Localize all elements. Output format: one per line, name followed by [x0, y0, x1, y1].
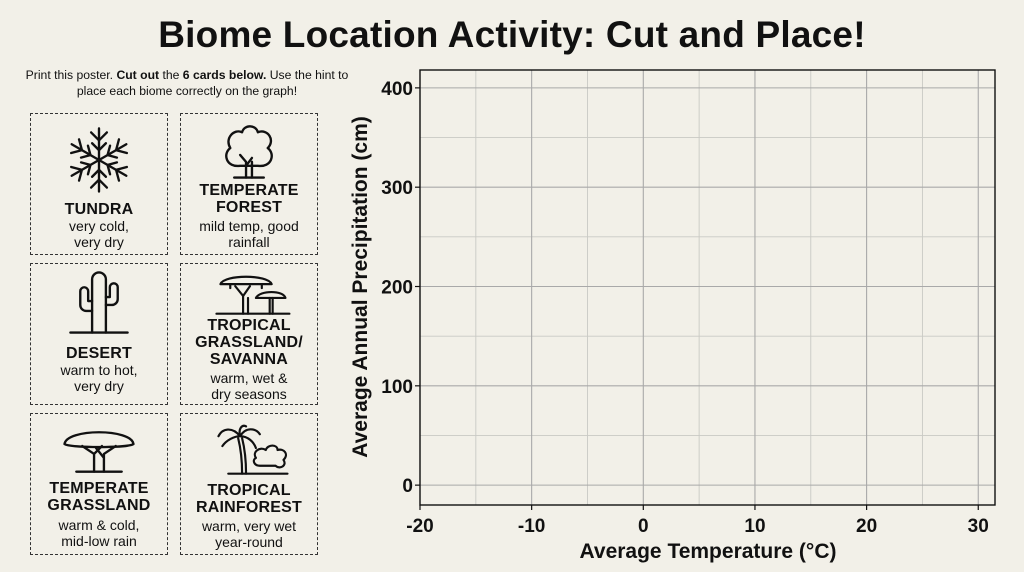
y-tick-label: 200	[381, 278, 413, 299]
card-hint: very cold, very dry	[69, 218, 129, 250]
x-tick-label: 10	[744, 516, 765, 537]
instructions-text: Print this poster. Cut out the 6 cards b…	[22, 67, 352, 99]
y-tick-label: 100	[381, 377, 413, 398]
x-tick-label: 30	[968, 516, 989, 537]
card-hint: warm & cold, mid-low rain	[58, 517, 140, 549]
card-name: TEMPERATE GRASSLAND	[47, 480, 151, 514]
y-tick-labels: 0 100 200 300 400	[381, 79, 420, 497]
x-tick-label: 20	[856, 516, 877, 537]
x-tick-label: -20	[406, 516, 433, 537]
snowflake-icon	[66, 127, 132, 193]
cactus-icon	[69, 271, 129, 334]
card-hint: warm, wet & dry seasons	[210, 370, 288, 402]
instructions-bold-1: Cut out	[116, 68, 160, 82]
card-tropical-rainforest[interactable]: TROPICAL RAINFOREST warm, very wet year-…	[180, 413, 318, 555]
card-temperate-grassland[interactable]: TEMPERATE GRASSLAND warm & cold, mid-low…	[30, 413, 168, 555]
card-hint: mild temp, good rainfall	[199, 218, 299, 250]
x-tick-labels: -20 -10 0 10 20 30	[406, 505, 989, 537]
minor-grid	[420, 70, 995, 505]
card-hint: warm, very wet year-round	[201, 518, 297, 550]
instructions-part-3: Use the hint to place each biome correct…	[76, 68, 349, 98]
instructions-part-1: Print this poster.	[25, 68, 117, 82]
page-title: Biome Location Activity: Cut and Place!	[158, 14, 866, 55]
x-axis-label: Average Temperature (°C)	[580, 540, 837, 563]
instructions-bold-2: 6 cards below.	[182, 68, 267, 82]
card-tundra[interactable]: TUNDRA very cold, very dry	[30, 113, 168, 255]
card-temperate-forest[interactable]: TEMPERATE FOREST mild temp, good rainfal…	[180, 113, 318, 255]
card-name: TROPICAL GRASSLAND/ SAVANNA	[195, 317, 303, 368]
card-name: DESERT	[65, 345, 133, 362]
card-tropical-grassland-savanna[interactable]: TROPICAL GRASSLAND/ SAVANNA warm, wet & …	[180, 263, 318, 405]
card-desert[interactable]: DESERT warm to hot, very dry	[30, 263, 168, 405]
card-hint: warm to hot, very dry	[60, 362, 138, 394]
card-name: TEMPERATE FOREST	[199, 182, 299, 216]
y-tick-label: 400	[381, 79, 413, 100]
major-grid	[419, 70, 995, 505]
y-tick-label: 300	[381, 178, 413, 199]
instructions-part-2: the	[159, 68, 183, 82]
palm-tree-icon	[217, 424, 289, 475]
card-name: TUNDRA	[64, 201, 134, 218]
plot-frame	[419, 69, 996, 506]
acacia-trees-icon	[215, 275, 291, 315]
y-axis-label: Average Annual Precipitation (cm)	[349, 116, 372, 458]
x-tick-label: -10	[518, 516, 545, 537]
x-tick-label: 0	[638, 516, 649, 537]
climate-graph[interactable]: -20 -10 0 10 20 30 0 100 200 300 400 Average Temp…	[340, 60, 1020, 572]
card-name: TROPICAL RAINFOREST	[196, 482, 302, 516]
y-tick-label: 0	[402, 476, 413, 497]
deciduous-tree-icon	[225, 125, 273, 179]
umbrella-tree-icon	[63, 431, 135, 473]
